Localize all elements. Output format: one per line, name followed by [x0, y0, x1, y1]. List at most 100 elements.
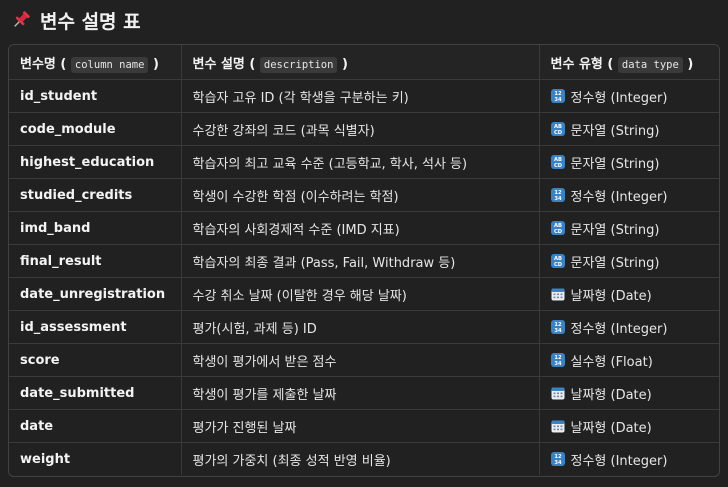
table-row: code_module 수강한 강좌의 코드 (과목 식별자) AB CD 문자열…	[9, 112, 719, 146]
variable-type: 실수형 (Float)	[570, 354, 653, 370]
svg-text:12: 12	[554, 454, 562, 460]
abcd-icon: AB CD	[550, 221, 565, 235]
section-title: 변수 설명 표	[40, 10, 141, 33]
variable-type: 날짜형 (Date)	[570, 420, 652, 436]
table-row: weight 평가의 가중치 (최종 성적 반영 비율) 12 34 정수형 (I…	[9, 442, 719, 475]
svg-text:34: 34	[554, 328, 562, 334]
abcd-icon: AB CD	[550, 254, 565, 268]
variable-type: 문자열 (String)	[570, 222, 660, 238]
variable-description: 학습자의 최종 결과 (Pass, Fail, Withdraw 등)	[180, 244, 539, 278]
variable-type: 날짜형 (Date)	[570, 288, 652, 304]
variable-type: 정수형 (Integer)	[570, 189, 668, 205]
inline-code: description	[259, 56, 338, 73]
column-header-name: 변수명 ( column name )	[9, 45, 181, 80]
variable-type-cell: 12 34 정수형 (Integer)	[538, 79, 719, 113]
svg-text:34: 34	[554, 196, 562, 202]
variable-type: 날짜형 (Date)	[570, 387, 652, 403]
numbers-icon: 12 34	[550, 320, 565, 334]
variable-table: 변수명 ( column name ) 변수 설명 ( description …	[8, 44, 720, 477]
variable-description: 수강 취소 날짜 (이탈한 경우 해당 날짜)	[180, 277, 539, 311]
svg-text:12: 12	[554, 355, 562, 361]
variable-type-cell: AB CD 문자열 (String)	[538, 211, 719, 245]
table-row: id_student 학습자 고유 ID (각 학생을 구분하는 키) 12 34…	[9, 79, 719, 113]
variable-type-cell: 12 34 정수형 (Integer)	[538, 442, 719, 475]
variable-type-cell: 12 34 정수형 (Integer)	[538, 310, 719, 344]
variable-description: 학습자 고유 ID (각 학생을 구분하는 키)	[180, 79, 539, 113]
svg-text:AB: AB	[554, 124, 562, 130]
table-row: imd_band 학습자의 사회경제적 수준 (IMD 지표) AB CD 문자열…	[9, 211, 719, 245]
variable-name: weight	[20, 451, 71, 467]
variable-type-cell: AB CD 문자열 (String)	[538, 244, 719, 278]
variable-name: score	[9, 343, 181, 377]
table-row: highest_education 학습자의 최고 교육 수준 (고등학교, 학…	[9, 145, 719, 179]
svg-text:CD: CD	[553, 163, 562, 169]
variable-name: date	[9, 409, 181, 443]
calendar-icon	[551, 419, 565, 433]
variable-description: 평가(시험, 과제 등) ID	[180, 310, 539, 344]
variable-name: studied_credits	[9, 178, 181, 212]
table-row: date_unregistration 수강 취소 날짜 (이탈한 경우 해당 …	[9, 277, 719, 311]
variable-type-cell: 12 34 실수형 (Float)	[538, 343, 719, 377]
variable-name: highest_education	[9, 145, 181, 179]
variable-type-cell: 날짜형 (Date)	[538, 409, 719, 443]
variable-description: 학생이 평가를 제출한 날짜	[180, 376, 539, 410]
variable-type: 정수형 (Integer)	[570, 321, 668, 337]
svg-text:34: 34	[554, 460, 562, 466]
variable-description: 학생이 수강한 학점 (이수하려는 학점)	[180, 178, 539, 212]
numbers-icon: 12 34	[550, 188, 565, 202]
variable-type: 문자열 (String)	[570, 255, 660, 271]
variable-description: 학생이 평가에서 받은 점수	[180, 343, 539, 377]
variable-type: 문자열 (String)	[570, 156, 660, 172]
table-row: final_result 학습자의 최종 결과 (Pass, Fail, Wit…	[9, 244, 719, 278]
calendar-icon	[551, 386, 565, 400]
variable-name: date_unregistration	[9, 277, 181, 311]
inline-code: data type	[617, 56, 683, 73]
inline-code: column name	[70, 56, 149, 73]
pushpin-icon	[10, 9, 32, 31]
variable-type-cell: AB CD 문자열 (String)	[538, 112, 719, 146]
table-row: date 평가가 진행된 날짜 날짜형 (Date)	[9, 409, 719, 443]
variable-name: imd_band	[9, 211, 181, 245]
svg-text:CD: CD	[553, 229, 562, 235]
variable-type: 정수형 (Integer)	[570, 90, 668, 106]
variable-name: date_submitted	[9, 376, 181, 410]
variable-description: 평가의 가중치 (최종 성적 반영 비율)	[180, 442, 539, 475]
numbers-icon: 12 34	[550, 353, 565, 367]
variable-type: 문자열 (String)	[570, 123, 660, 139]
table-row: date_submitted 학생이 평가를 제출한 날짜 날짜형 (Date)	[9, 376, 719, 410]
variable-description: 수강한 강좌의 코드 (과목 식별자)	[180, 112, 539, 146]
svg-text:34: 34	[554, 361, 562, 367]
variable-type-cell: 12 34 정수형 (Integer)	[538, 178, 719, 212]
variable-name: final_result	[9, 244, 181, 278]
svg-text:12: 12	[554, 190, 562, 196]
svg-text:CD: CD	[553, 262, 562, 268]
calendar-icon	[551, 287, 565, 301]
table-row: id_assessment 평가(시험, 과제 등) ID 12 34 정수형 (…	[9, 310, 719, 344]
variable-name: code_module	[9, 112, 181, 146]
variable-name: id_student	[9, 79, 181, 113]
variable-type-cell: 날짜형 (Date)	[538, 277, 719, 311]
variable-name: id_assessment	[9, 310, 181, 344]
svg-text:34: 34	[554, 97, 562, 103]
svg-text:12: 12	[554, 322, 562, 328]
variable-description: 학습자의 사회경제적 수준 (IMD 지표)	[180, 211, 539, 245]
table-header-row: 변수명 ( column name ) 변수 설명 ( description …	[9, 45, 719, 80]
svg-text:AB: AB	[554, 256, 562, 262]
variable-description: 학습자의 최고 교육 수준 (고등학교, 학사, 석사 등)	[180, 145, 539, 179]
svg-text:CD: CD	[553, 130, 562, 136]
table-row: score 학생이 평가에서 받은 점수 12 34 실수형 (Float)	[9, 343, 719, 377]
column-header-description: 변수 설명 ( description )	[180, 45, 539, 80]
variable-description: 평가가 진행된 날짜	[180, 409, 539, 443]
abcd-icon: AB CD	[550, 122, 565, 136]
table-row: studied_credits 학생이 수강한 학점 (이수하려는 학점) 12…	[9, 178, 719, 212]
numbers-icon: 12 34	[550, 452, 565, 466]
svg-text:AB: AB	[554, 157, 562, 163]
variable-type-cell: AB CD 문자열 (String)	[538, 145, 719, 179]
svg-text:AB: AB	[554, 223, 562, 229]
variable-type-cell: 날짜형 (Date)	[538, 376, 719, 410]
column-header-type: 변수 유형 ( data type )	[538, 45, 719, 80]
svg-text:12: 12	[554, 91, 562, 97]
abcd-icon: AB CD	[550, 155, 565, 169]
section-heading: 변수 설명 표	[10, 6, 141, 34]
